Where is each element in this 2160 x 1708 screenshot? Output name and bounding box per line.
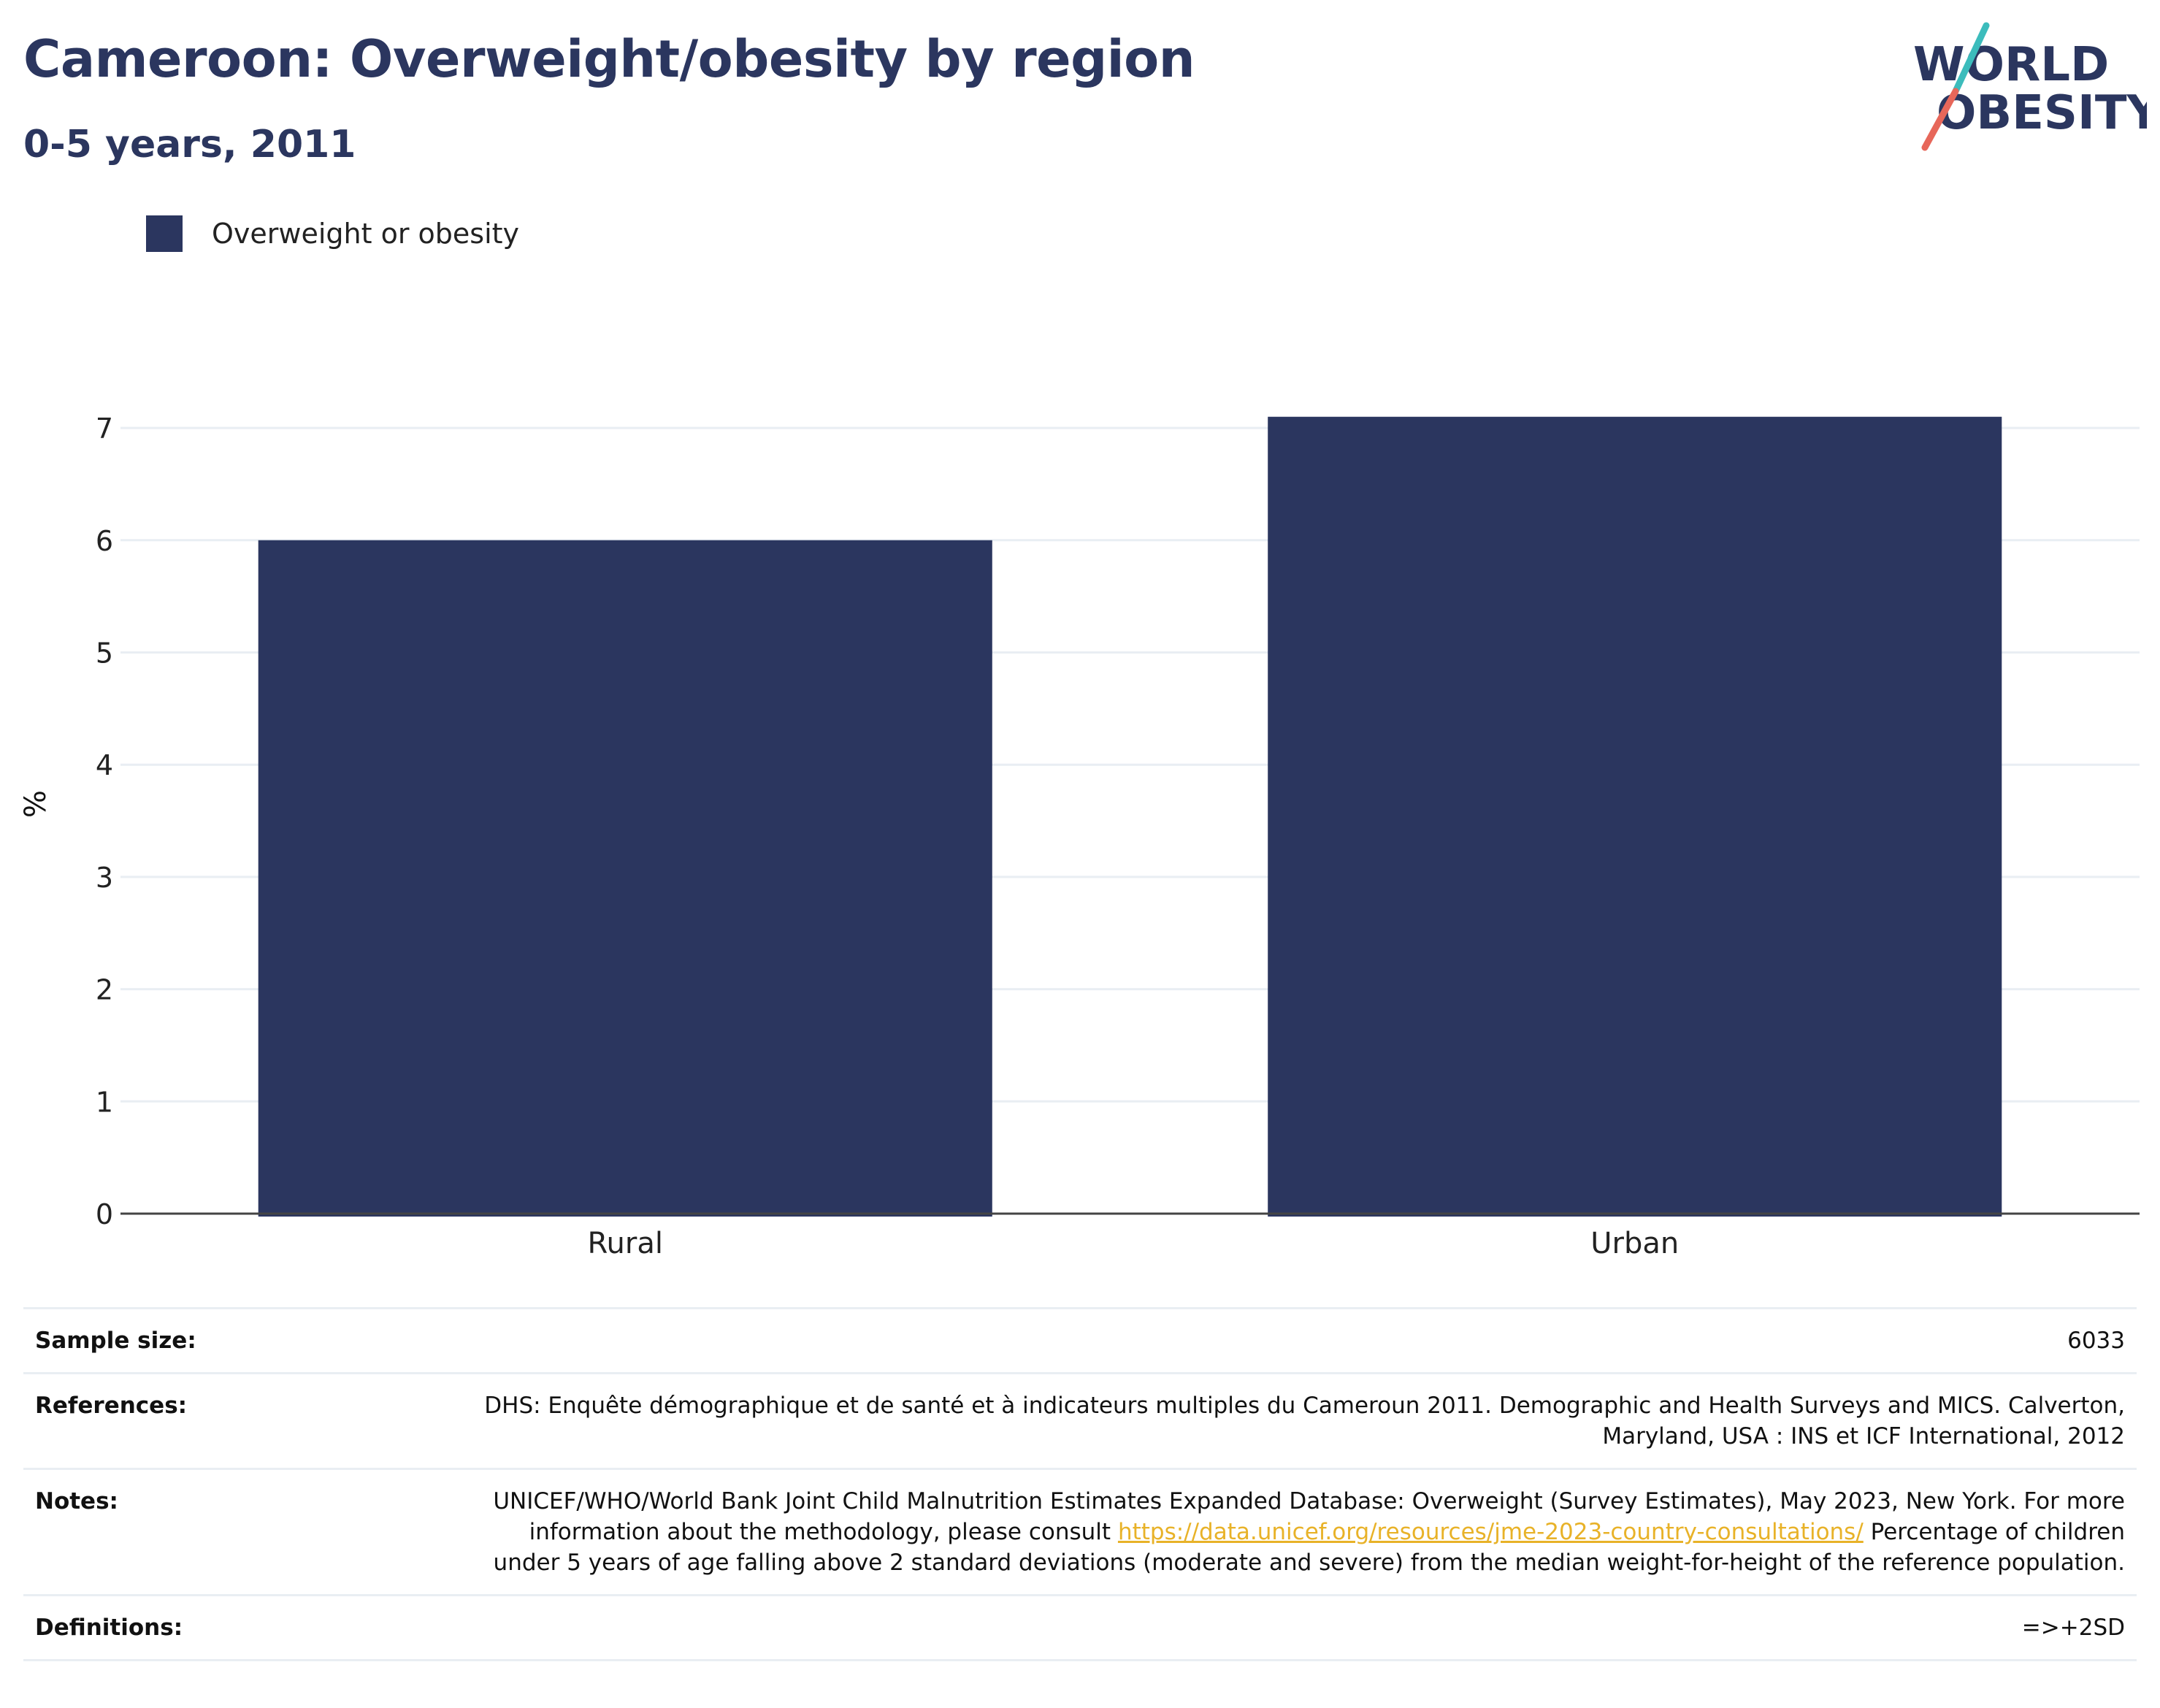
info-table: Sample size: 6033 References: DHS: Enquê… (23, 1307, 2137, 1661)
legend-swatch (146, 215, 183, 252)
info-row-sample-size: Sample size: 6033 (23, 1307, 2137, 1374)
y-tick-labels: 0 1 2 3 4 5 6 7 (96, 413, 113, 1230)
y-tick-label: 4 (96, 749, 113, 781)
bar-chart: 0 1 2 3 4 5 6 7 Rural Urban % (19, 413, 2140, 1260)
x-tick-labels: Rural Urban (588, 1227, 1680, 1260)
y-tick-label: 3 (96, 862, 113, 894)
notes-label: Notes: (23, 1468, 456, 1596)
notes-text-after: Percentage of children under 5 years of … (493, 1519, 2125, 1576)
references-label: References: (23, 1372, 456, 1470)
y-tick-label: 6 (96, 525, 113, 557)
world-obesity-logo: WORLD OBESITY (1913, 22, 2147, 151)
x-tick-label: Rural (588, 1227, 663, 1260)
notes-link[interactable]: https://data.unicef.org/resources/jme-20… (1117, 1519, 1864, 1545)
logo-slash-bottom (1921, 88, 1959, 151)
y-axis-label: % (19, 790, 53, 818)
sample-size-label: Sample size: (23, 1307, 456, 1374)
info-row-references: References: DHS: Enquête démographique e… (23, 1372, 2137, 1470)
chart-title: Cameroon: Overweight/obesity by region (23, 29, 1195, 89)
sample-size-value: 6033 (456, 1307, 2137, 1374)
y-tick-label: 7 (96, 413, 113, 445)
logo-text-world: WORLD (1913, 38, 2109, 92)
bar-urban (1268, 416, 2002, 1217)
legend-label: Overweight or obesity (212, 218, 520, 250)
chart-legend: Overweight or obesity (146, 215, 519, 252)
bar-rural (258, 540, 992, 1217)
bars (258, 416, 2002, 1217)
logo-slash-top (1952, 22, 1990, 95)
y-tick-label: 2 (96, 974, 113, 1006)
info-row-notes: Notes: UNICEF/WHO/World Bank Joint Child… (23, 1468, 2137, 1596)
notes-text-before: UNICEF/WHO/World Bank Joint Child Malnut… (493, 1488, 2125, 1545)
logo-text-obesity: OBESITY (1937, 86, 2147, 140)
x-tick-label: Urban (1590, 1227, 1679, 1260)
references-value: DHS: Enquête démographique et de santé e… (456, 1372, 2137, 1470)
notes-value: UNICEF/WHO/World Bank Joint Child Malnut… (456, 1468, 2137, 1596)
info-row-definitions: Definitions: =>+2SD (23, 1594, 2137, 1661)
y-tick-label: 0 (96, 1198, 113, 1230)
definitions-label: Definitions: (23, 1594, 456, 1661)
chart-subtitle: 0-5 years, 2011 (23, 123, 356, 166)
y-tick-label: 5 (96, 637, 113, 670)
definitions-value: =>+2SD (456, 1594, 2137, 1661)
y-tick-label: 1 (96, 1086, 113, 1118)
